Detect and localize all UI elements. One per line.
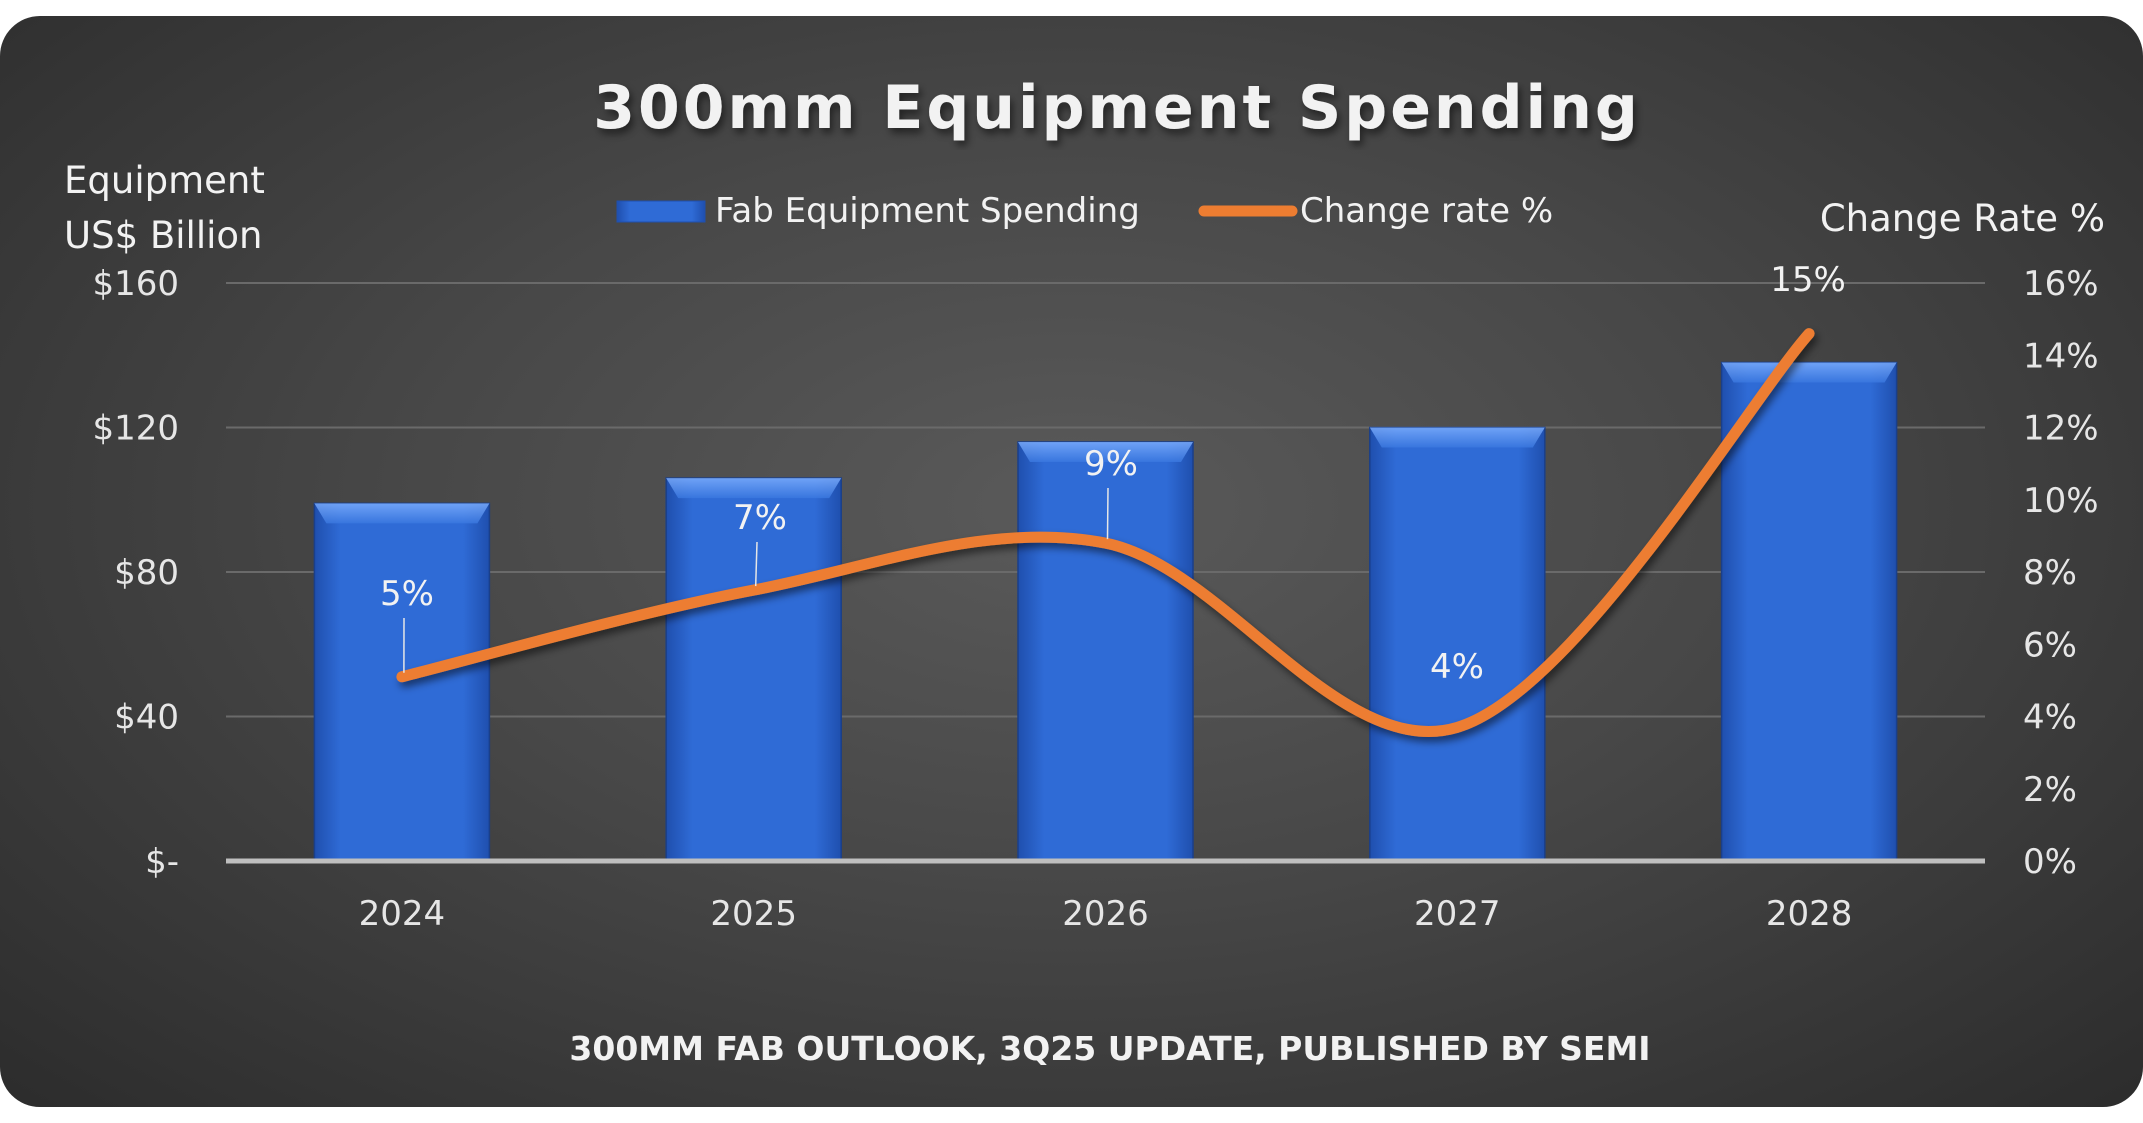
- right-tick-label: 0%: [2023, 842, 2077, 882]
- leader-line: [754, 541, 758, 587]
- bar-bevel: [314, 503, 490, 524]
- change-rate-line: [396, 328, 1815, 737]
- bar-2025: [665, 477, 842, 862]
- data-label: 4%: [1430, 647, 1484, 687]
- data-label: 15%: [1770, 260, 1846, 300]
- right-axis-title: Change Rate %: [1820, 197, 2105, 240]
- bar-2026: [1017, 441, 1194, 862]
- bar-2028: [1720, 361, 1898, 862]
- legend-label-bar: Fab Equipment Spending: [715, 191, 1140, 231]
- left-tick-label: $40: [114, 698, 179, 738]
- legend-label-line: Change rate %: [1300, 191, 1553, 231]
- right-tick-label: 6%: [2023, 625, 2077, 665]
- left-tick-label: $120: [92, 409, 179, 449]
- leader-line: [1106, 487, 1109, 540]
- x-tick-label: 2028: [1766, 894, 1853, 934]
- x-tick-label: 2025: [710, 894, 797, 934]
- legend-swatch-bar: [616, 200, 706, 223]
- right-tick-label: 2%: [2023, 770, 2077, 810]
- bar-bevel: [1721, 362, 1897, 383]
- x-tick-label: 2027: [1414, 894, 1501, 934]
- left-tick-label: $80: [114, 553, 179, 593]
- chart-footer: 300MM FAB OUTLOOK, 3Q25 UPDATE, PUBLISHE…: [569, 1029, 1650, 1068]
- bar-bevel: [1018, 441, 1193, 462]
- left-tick-label: $160: [92, 264, 179, 304]
- left-axis-title-line2: US$ Billion: [64, 214, 262, 257]
- right-tick-label: 8%: [2023, 553, 2077, 593]
- legend: Fab Equipment Spending Change rate %: [616, 191, 1553, 231]
- bar-2027: [1369, 426, 1546, 862]
- data-label: 7%: [733, 498, 787, 538]
- x-tick-label: 2026: [1062, 894, 1149, 934]
- chart-title: 300mm Equipment Spending: [593, 73, 1641, 143]
- left-tick-label: $-: [145, 842, 179, 882]
- bar-bevel: [666, 478, 842, 499]
- data-label: 9%: [1084, 444, 1138, 484]
- right-tick-label: 10%: [2023, 481, 2099, 521]
- x-tick-label: 2024: [359, 894, 446, 934]
- data-label: 5%: [380, 574, 434, 614]
- right-tick-label: 16%: [2023, 264, 2099, 304]
- right-tick-label: 14%: [2023, 336, 2099, 376]
- left-axis-title-line1: Equipment: [64, 159, 265, 202]
- right-tick-label: 12%: [2023, 409, 2099, 449]
- bar-bevel: [1369, 427, 1545, 448]
- right-tick-label: 4%: [2023, 698, 2077, 738]
